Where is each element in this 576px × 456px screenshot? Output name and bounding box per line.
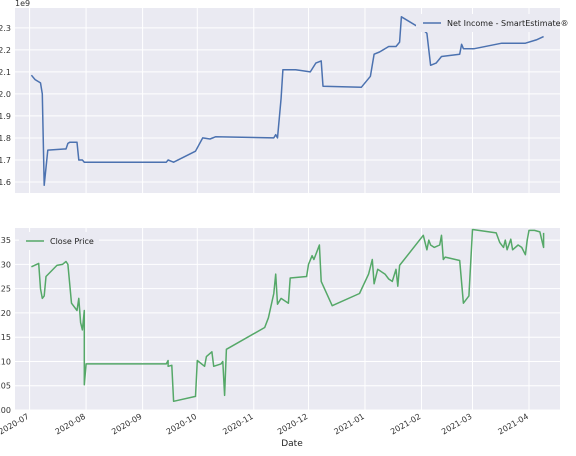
legend-top-box: [416, 14, 556, 32]
x-tick-label: 2021-03: [440, 412, 473, 437]
x-tick-label: 2020-11: [221, 412, 254, 437]
y-tick-label-top: 1.8: [0, 134, 11, 143]
y-tick-label-top: 1.9: [0, 112, 11, 121]
plot-background-top: [15, 8, 560, 193]
y-tick-label-bottom: 115: [0, 333, 11, 342]
x-tick-label: 2021-01: [333, 412, 366, 437]
x-tick-label: 2021-04: [497, 412, 530, 437]
y-tick-label-top: 1.7: [0, 156, 11, 165]
y-tick-label-bottom: 120: [0, 309, 11, 318]
grid-lines: [15, 8, 560, 411]
y-tick-label-bottom: 105: [0, 382, 11, 391]
y-tick-label-bottom: 100: [0, 406, 11, 415]
y-tick-label-bottom: 130: [0, 260, 11, 269]
x-tick-label: 2020-12: [276, 412, 309, 437]
legend-top: Net Income - SmartEstimate®: [416, 14, 569, 32]
y-tick-label-bottom: 135: [0, 236, 11, 245]
y-tick-label-bottom: 125: [0, 285, 11, 294]
y-tick-label-top: 1.6: [0, 178, 11, 187]
x-tick-label: 2020-08: [54, 412, 87, 437]
x-tick-label: 2021-02: [389, 412, 422, 437]
y-tick-label-top: 2.3: [0, 24, 11, 33]
plot-background-bottom: [15, 228, 560, 410]
legend-top-label: Net Income - SmartEstimate®: [447, 19, 569, 28]
x-tick-label: 2020-09: [110, 412, 143, 437]
y-tick-label-bottom: 110: [0, 357, 11, 366]
series-lines: [30, 16, 545, 403]
legend-bottom-box: [19, 232, 99, 250]
legend-bottom-label: Close Price: [50, 237, 94, 246]
y-tick-label-top: 2.1: [0, 68, 11, 77]
x-tick-label: 2020-07: [0, 412, 31, 437]
x-axis-label: Date: [281, 439, 303, 449]
series-line-bottom-0: [31, 228, 545, 403]
y-tick-label-top: 2.0: [0, 90, 11, 99]
x-tick-label: 2020-10: [165, 412, 198, 437]
y-axis-offset-text: 1e9: [15, 0, 30, 8]
y-tick-label-top: 2.2: [0, 46, 11, 55]
legend-bottom: Close Price: [19, 232, 99, 250]
series-line-top-0: [30, 16, 544, 187]
